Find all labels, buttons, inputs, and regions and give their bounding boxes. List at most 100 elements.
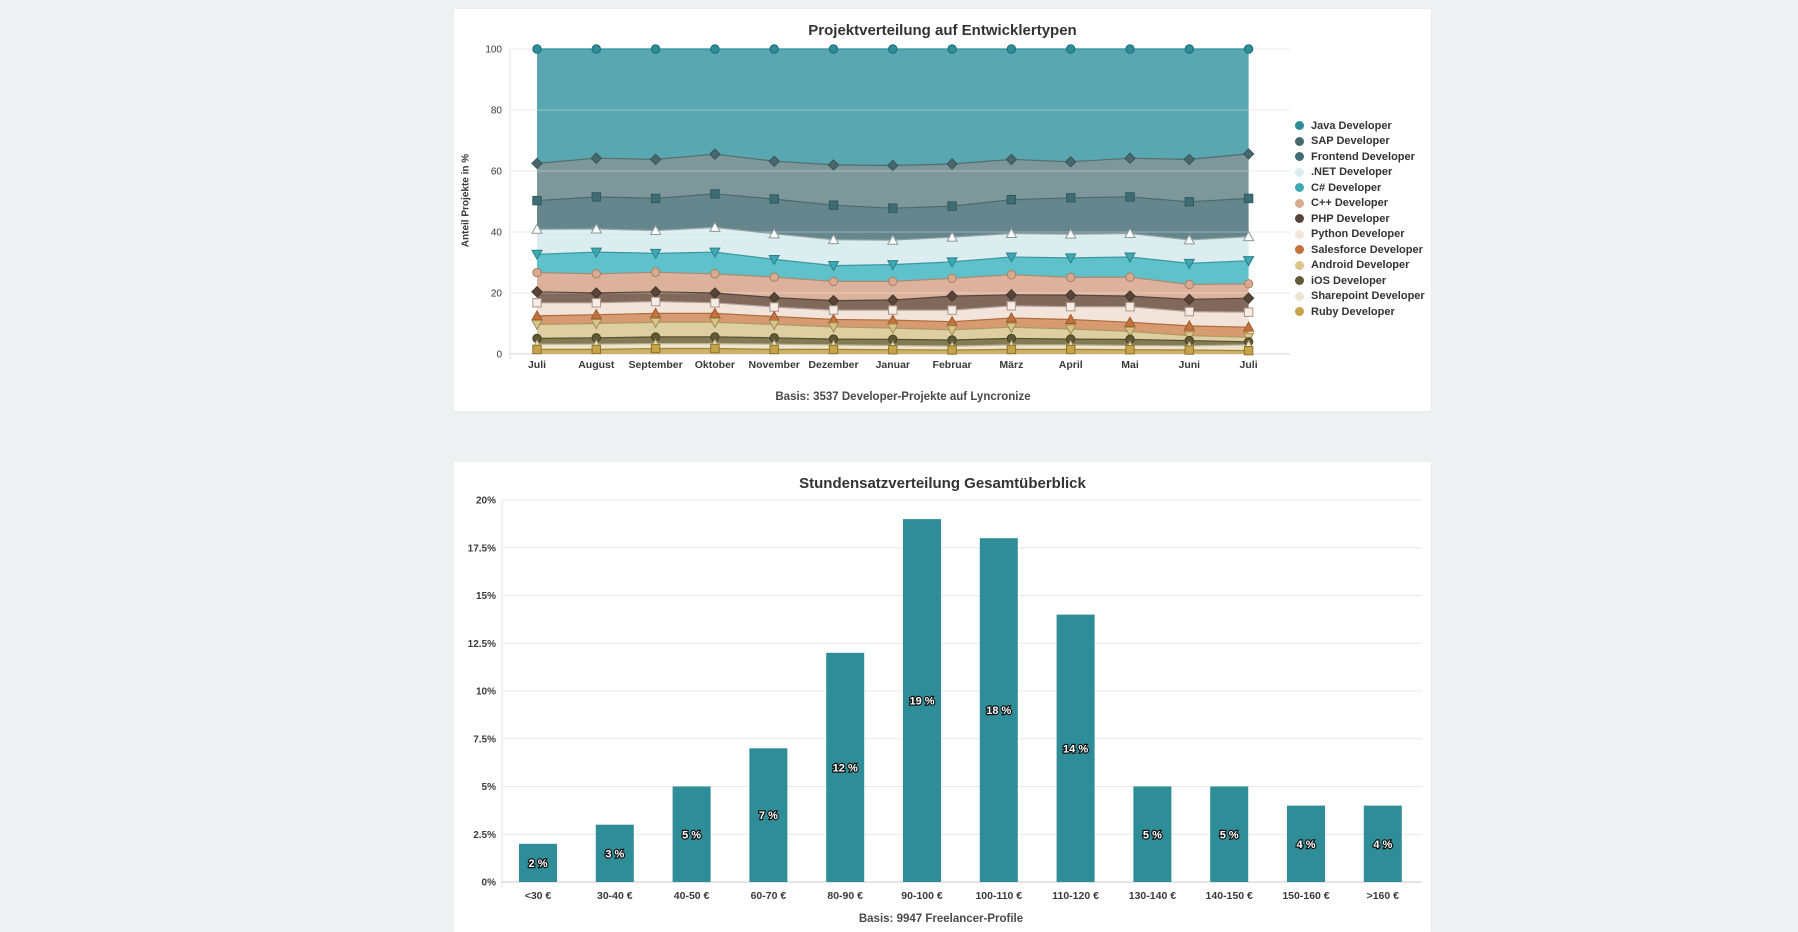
marker-python-developer bbox=[888, 305, 898, 315]
y-axis-tick-label: 15% bbox=[476, 591, 496, 602]
legend-item-net-developer[interactable]: .NET Developer bbox=[1295, 165, 1425, 181]
marker-frontend-developer bbox=[1243, 193, 1254, 204]
marker-c-developer bbox=[1006, 270, 1017, 280]
marker-ruby-developer bbox=[710, 343, 720, 354]
legend-dot-java-developer bbox=[1295, 121, 1304, 131]
x-axis-tick-label: 140-150 € bbox=[1206, 890, 1253, 902]
marker-ruby-developer bbox=[1125, 345, 1135, 355]
marker-c-developer bbox=[591, 269, 602, 279]
marker-net-developer bbox=[590, 222, 603, 234]
marker-java-developer bbox=[769, 44, 779, 54]
x-axis-tick-label: September bbox=[628, 359, 682, 371]
gridlines: 0% 2.5% 5% 7.5% 10% 12.5% 15% 17.5% 20% bbox=[468, 496, 1422, 889]
legend-item-frontend-developer[interactable]: Frontend Developer bbox=[1295, 149, 1425, 165]
marker-frontend-developer bbox=[532, 195, 542, 206]
marker-python-developer bbox=[1243, 307, 1254, 317]
legend-label: C++ Developer bbox=[1311, 197, 1389, 210]
legend-item-c-developer[interactable]: C# Developer bbox=[1295, 180, 1425, 196]
marker-c-developer bbox=[1242, 256, 1255, 267]
marker-java-developer bbox=[591, 44, 602, 54]
x-axis-tick-label: Februar bbox=[933, 359, 972, 371]
legend-dot-ios-developer bbox=[1295, 276, 1304, 286]
marker-net-developer bbox=[1183, 233, 1196, 245]
marker-frontend-developer bbox=[1125, 192, 1135, 202]
x-axis-tick-label: 80-90 € bbox=[827, 890, 863, 902]
legend-dot-php-developer bbox=[1295, 214, 1304, 224]
marker-python-developer bbox=[532, 298, 542, 308]
marker-net-developer bbox=[827, 233, 840, 245]
bar-value-label: 3 % bbox=[605, 848, 624, 860]
marker-php-developer bbox=[709, 287, 721, 299]
chart1-caption: Basis: 3537 Developer-Projekte auf Lyncr… bbox=[775, 391, 1031, 403]
marker-c-developer bbox=[590, 247, 603, 259]
marker-python-developer bbox=[1125, 302, 1135, 312]
bar-150-160 bbox=[1287, 805, 1325, 882]
x-axis-tick-label: 150-160 € bbox=[1282, 890, 1329, 902]
legend-item-php-developer[interactable]: PHP Developer bbox=[1295, 211, 1425, 227]
area-java-developer bbox=[537, 49, 1249, 166]
bar-110-120 bbox=[1056, 614, 1095, 882]
marker-ruby-developer bbox=[1243, 345, 1254, 356]
marker-java-developer bbox=[650, 44, 661, 54]
legend-dot-ruby-developer bbox=[1295, 307, 1304, 317]
y-axis-tick-label: 40 bbox=[491, 228, 503, 239]
legend-item-ios-developer[interactable]: iOS Developer bbox=[1295, 273, 1425, 289]
chart2-caption: Basis: 9947 Freelancer-Profile bbox=[858, 913, 1024, 925]
marker-c-developer bbox=[1005, 252, 1018, 264]
marker-php-developer bbox=[590, 287, 603, 299]
marker-frontend-developer bbox=[650, 193, 661, 204]
y-axis-tick-label: 2.5% bbox=[473, 830, 496, 841]
marker-ruby-developer bbox=[650, 343, 661, 354]
legend-dot-salesforce-developer bbox=[1295, 245, 1304, 255]
marker-salesforce-developer bbox=[709, 307, 721, 318]
marker-java-developer bbox=[710, 44, 720, 54]
y-axis-tick-label: 7.5% bbox=[473, 734, 496, 745]
marker-c-developer bbox=[769, 272, 779, 282]
marker-sap-developer bbox=[887, 159, 899, 172]
legend-item-c-developer[interactable]: C++ Developer bbox=[1295, 196, 1425, 212]
chart1-title: Projektverteilung auf Entwicklertypen bbox=[808, 22, 1077, 39]
x-axis-tick-label: 100-110 € bbox=[975, 890, 1022, 902]
marker-android-developer bbox=[1064, 324, 1077, 336]
marker-net-developer bbox=[886, 234, 899, 245]
marker-ruby-developer bbox=[591, 344, 602, 355]
legend-item-java-developer[interactable]: Java Developer bbox=[1295, 118, 1425, 134]
x-axis-tick-label: 30-40 € bbox=[597, 890, 633, 902]
legend-label: Android Developer bbox=[1311, 259, 1410, 272]
legend-item-sap-developer[interactable]: SAP Developer bbox=[1295, 134, 1425, 150]
marker-ruby-developer bbox=[947, 345, 957, 355]
legend-item-ruby-developer[interactable]: Ruby Developer bbox=[1295, 304, 1425, 320]
marker-c-developer bbox=[1125, 272, 1135, 282]
bar-40-50 bbox=[672, 786, 711, 882]
marker-ruby-developer bbox=[532, 344, 542, 355]
marker-java-developer bbox=[1125, 44, 1135, 54]
legend-item-salesforce-developer[interactable]: Salesforce Developer bbox=[1295, 242, 1425, 258]
marker-c-developer bbox=[828, 276, 839, 287]
marker-salesforce-developer bbox=[531, 309, 543, 321]
legend-item-android-developer[interactable]: Android Developer bbox=[1295, 258, 1425, 274]
marker-android-developer bbox=[1124, 326, 1136, 338]
marker-sap-developer bbox=[649, 153, 662, 166]
bar-30 bbox=[519, 843, 557, 882]
x-axis-labels: <30 € 30-40 € 40-50 € 60-70 € 80-90 € 90-100 … bbox=[525, 890, 1399, 902]
marker-java-developer bbox=[1243, 44, 1254, 54]
bar-value-label: 7 % bbox=[759, 810, 778, 822]
marker-php-developer bbox=[887, 294, 899, 306]
legend-item-python-developer[interactable]: Python Developer bbox=[1295, 227, 1425, 243]
chart1-legend: Java Developer SAP Developer Frontend Deve… bbox=[1295, 118, 1425, 320]
hourly-rate-chart-card: Stundensatzverteilung Gesamtüberblick 0%… bbox=[454, 462, 1431, 932]
marker-python-developer bbox=[947, 305, 957, 315]
bar-value-label: 4 % bbox=[1297, 839, 1316, 851]
marker-sap-developer bbox=[1124, 152, 1136, 164]
legend-label: .NET Developer bbox=[1311, 166, 1393, 179]
x-axis-tick-label: Dezember bbox=[808, 359, 858, 371]
bar-140-150 bbox=[1210, 786, 1249, 882]
legend-item-sharepoint-developer[interactable]: Sharepoint Developer bbox=[1295, 289, 1425, 305]
legend-dot-c-developer bbox=[1295, 183, 1304, 193]
marker-ruby-developer bbox=[1184, 345, 1194, 355]
legend-label: Ruby Developer bbox=[1311, 305, 1395, 318]
marker-java-developer bbox=[828, 44, 839, 54]
marker-c-developer bbox=[1066, 272, 1076, 283]
y-axis-tick-label: 0% bbox=[482, 878, 497, 889]
